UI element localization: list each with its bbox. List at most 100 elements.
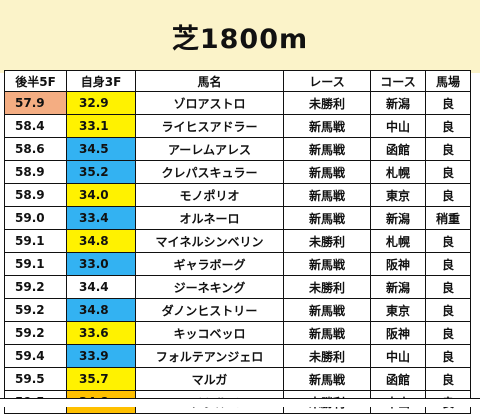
cell-horse-name: ジーネキング <box>135 275 284 299</box>
cell-self3f: 33.4 <box>66 206 136 230</box>
cell-track: 稍重 <box>425 206 471 230</box>
cell-race: 新馬戦 <box>283 252 371 276</box>
cell-self3f: 33.0 <box>66 252 136 276</box>
cell-course: 中山 <box>370 344 426 368</box>
cell-track: 良 <box>425 298 471 322</box>
cell-self3f: 33.6 <box>66 321 136 345</box>
cell-self3f: 33.9 <box>66 344 136 368</box>
cell-horse-name: オルネーロ <box>135 206 284 230</box>
cell-horse-name: ダノンヒストリー <box>135 298 284 322</box>
cell-horse-name: アーレムアレス <box>135 137 284 161</box>
cell-track: 良 <box>425 91 471 115</box>
cell-course: 東京 <box>370 183 426 207</box>
cell-course: 札幌 <box>370 160 426 184</box>
cell-race: 未勝利 <box>283 275 371 299</box>
results-table: 後半5F 自身3F 馬名 レース コース 馬場 57.9 32.9 ゾロアストロ 未勝… <box>4 70 471 414</box>
cell-course: 新潟 <box>370 91 426 115</box>
cell-course: 函館 <box>370 367 426 391</box>
table-row: 59.1 34.8 マイネルシンベリン 未勝利 札幌良 <box>4 229 471 253</box>
cell-last5f: 59.1 <box>4 229 67 253</box>
cell-last5f: 57.9 <box>4 91 67 115</box>
table-row: 59.1 33.0 ギャラボーグ 新馬戦 阪神良 <box>4 252 471 276</box>
cell-race: 新馬戦 <box>283 298 371 322</box>
cell-horse-name: フォルテアンジェロ <box>135 344 284 368</box>
cell-course: 札幌 <box>370 229 426 253</box>
table-row: 58.4 33.1 ライヒスアドラー 新馬戦 中山良 <box>4 114 471 138</box>
col-header-track: 馬場 <box>425 70 471 92</box>
cell-horse-name: マイネルシンベリン <box>135 229 284 253</box>
cell-course: 函館 <box>370 137 426 161</box>
cell-last5f: 59.4 <box>4 344 67 368</box>
cell-horse-name: ゾロアストロ <box>135 91 284 115</box>
cell-track: 良 <box>425 137 471 161</box>
cell-course: 新潟 <box>370 275 426 299</box>
cell-horse-name: ライヒスアドラー <box>135 114 284 138</box>
table-row: 58.9 35.2 クレパスキュラー 新馬戦 札幌良 <box>4 160 471 184</box>
cell-horse-name: ギャラボーグ <box>135 252 284 276</box>
table-row: 59.2 34.8 ダノンヒストリー 新馬戦 東京良 <box>4 298 471 322</box>
cell-track: 良 <box>425 183 471 207</box>
table-row: 59.5 35.7 マルガ 新馬戦 函館良 <box>4 367 471 391</box>
table-row: 59.4 33.9 フォルテアンジェロ 未勝利 中山良 <box>4 344 471 368</box>
cell-last5f: 59.5 <box>4 367 67 391</box>
cell-race: 新馬戦 <box>283 183 371 207</box>
table-row: 58.9 34.0 モノポリオ 新馬戦 東京良 <box>4 183 471 207</box>
cell-self3f: 35.2 <box>66 160 136 184</box>
cell-last5f: 59.2 <box>4 298 67 322</box>
cell-race: 未勝利 <box>283 344 371 368</box>
cell-track: 良 <box>425 252 471 276</box>
cell-track: 良 <box>425 114 471 138</box>
header-banner: 芝1800m <box>0 0 480 73</box>
col-header-course: コース <box>370 70 426 92</box>
cell-race: 新馬戦 <box>283 321 371 345</box>
table-header-row: 後半5F 自身3F 馬名 レース コース 馬場 <box>4 70 471 92</box>
col-header-self3f: 自身3F <box>66 70 136 92</box>
table-row: 59.2 34.4 ジーネキング 未勝利 新潟良 <box>4 275 471 299</box>
cell-course: 中山 <box>370 114 426 138</box>
table-row: 59.0 33.4 オルネーロ 新馬戦 新潟 稍重 <box>4 206 471 230</box>
col-header-horse-name: 馬名 <box>135 70 284 92</box>
cell-horse-name: クレパスキュラー <box>135 160 284 184</box>
table-row: 59.2 33.6 キッコベッロ 新馬戦 阪神良 <box>4 321 471 345</box>
cell-self3f: 35.7 <box>66 367 136 391</box>
cell-race: 新馬戦 <box>283 160 371 184</box>
cell-horse-name: モノポリオ <box>135 183 284 207</box>
cell-self3f: 33.1 <box>66 114 136 138</box>
cell-course: 阪神 <box>370 252 426 276</box>
cell-self3f: 34.5 <box>66 137 136 161</box>
cell-track: 良 <box>425 229 471 253</box>
cell-course: 阪神 <box>370 321 426 345</box>
cell-last5f: 59.1 <box>4 252 67 276</box>
page-title: 芝1800m <box>171 24 309 55</box>
cell-self3f: 34.8 <box>66 229 136 253</box>
cell-self3f: 32.9 <box>66 91 136 115</box>
cell-last5f: 58.9 <box>4 183 67 207</box>
cell-race: 新馬戦 <box>283 114 371 138</box>
cell-race: 新馬戦 <box>283 137 371 161</box>
cell-last5f: 58.4 <box>4 114 67 138</box>
cell-race: 未勝利 <box>283 91 371 115</box>
col-header-race: レース <box>283 70 371 92</box>
cell-track: 良 <box>425 321 471 345</box>
cell-course: 新潟 <box>370 206 426 230</box>
cell-horse-name: マルガ <box>135 367 284 391</box>
cell-track: 良 <box>425 160 471 184</box>
cell-self3f: 34.8 <box>66 298 136 322</box>
cell-track: 良 <box>425 275 471 299</box>
cell-last5f: 58.9 <box>4 160 67 184</box>
next-row-fragment <box>0 398 480 407</box>
cell-race: 新馬戦 <box>283 367 371 391</box>
cell-last5f: 58.6 <box>4 137 67 161</box>
cell-self3f: 34.4 <box>66 275 136 299</box>
cell-track: 良 <box>425 367 471 391</box>
cell-race: 新馬戦 <box>283 206 371 230</box>
cell-last5f: 59.2 <box>4 275 67 299</box>
table-row: 58.6 34.5 アーレムアレス 新馬戦 函館良 <box>4 137 471 161</box>
cell-course: 東京 <box>370 298 426 322</box>
cell-last5f: 59.2 <box>4 321 67 345</box>
cell-self3f: 34.0 <box>66 183 136 207</box>
cell-race: 未勝利 <box>283 229 371 253</box>
cell-horse-name: キッコベッロ <box>135 321 284 345</box>
cell-last5f: 59.0 <box>4 206 67 230</box>
table-row: 57.9 32.9 ゾロアストロ 未勝利 新潟良 <box>4 91 471 115</box>
